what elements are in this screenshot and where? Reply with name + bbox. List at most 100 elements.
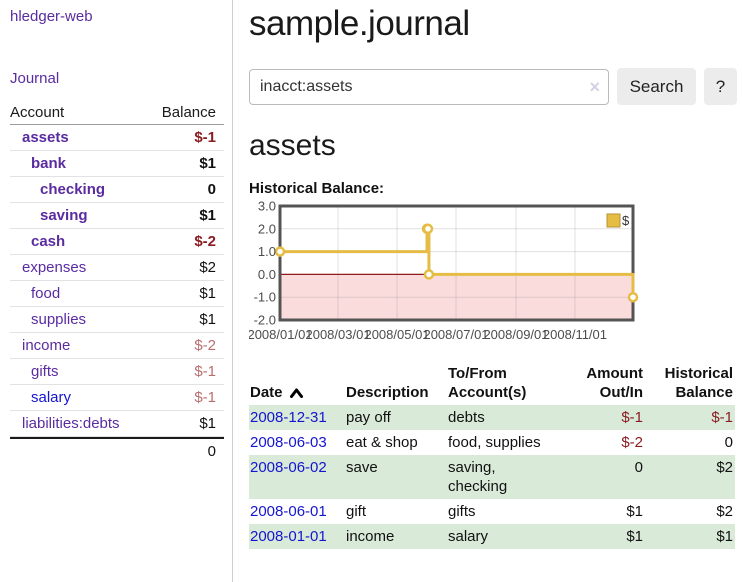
date-column-label: Date — [250, 383, 283, 402]
column-header-amount: Amount Out/In — [557, 362, 645, 405]
account-row: supplies $1 — [10, 307, 224, 333]
account-link-expenses[interactable]: expenses — [10, 258, 86, 277]
svg-text:1.0: 1.0 — [258, 244, 276, 259]
svg-text:2.0: 2.0 — [258, 221, 276, 236]
account-link-cash[interactable]: cash — [10, 232, 65, 251]
accounts-header-account: Account — [10, 104, 64, 121]
transaction-date-link[interactable]: 2008-06-02 — [250, 459, 327, 476]
account-balance: $2 — [199, 258, 216, 277]
hledger-web-app: hledger-web Journal Account Balance asse… — [0, 0, 742, 582]
transaction-accounts: saving, checking — [447, 455, 557, 499]
register-header-row: Date Description To/From Account(s) Amou… — [249, 362, 735, 405]
svg-text:2008/05/01: 2008/05/01 — [364, 327, 429, 342]
accounts-header: Account Balance — [10, 101, 224, 125]
svg-text:3.0: 3.0 — [258, 201, 276, 214]
transaction-description: gift — [345, 499, 447, 524]
account-balance: $-1 — [194, 128, 216, 147]
svg-text:0.0: 0.0 — [258, 267, 276, 282]
transaction-description: save — [345, 455, 447, 499]
transaction-description: pay off — [345, 405, 447, 430]
search-input[interactable] — [249, 69, 609, 105]
svg-text:2008/11/01: 2008/11/01 — [543, 327, 607, 342]
transaction-description: eat & shop — [345, 430, 447, 455]
account-link-saving[interactable]: saving — [10, 206, 88, 225]
account-link-liabilities-debts[interactable]: liabilities:debts — [10, 414, 120, 433]
transaction-accounts: food, supplies — [447, 430, 557, 455]
account-balance: $-2 — [194, 336, 216, 355]
transaction-description: income — [345, 524, 447, 549]
svg-text:$: $ — [622, 213, 630, 228]
transaction-balance: $2 — [645, 499, 735, 524]
account-row: income $-2 — [10, 333, 224, 359]
account-link-income[interactable]: income — [10, 336, 70, 355]
account-balance: $-2 — [194, 232, 216, 251]
register-table: Date Description To/From Account(s) Amou… — [249, 362, 735, 549]
chart-canvas: $3.0 2.0 1.0 0.0 -1.0 -2.02008/01/012008/03/0… — [249, 201, 735, 348]
account-row: saving $1 — [10, 203, 224, 229]
account-row: checking 0 — [10, 177, 224, 203]
account-balance: $-1 — [194, 388, 216, 407]
account-link-food[interactable]: food — [10, 284, 60, 303]
account-balance: $1 — [199, 414, 216, 433]
page-title: sample.journal — [249, 2, 742, 46]
register-row: 2008-12-31 pay off debts $-1 $-1 — [249, 405, 735, 430]
svg-text:-2.0: -2.0 — [254, 313, 276, 328]
transaction-date-link[interactable]: 2008-06-01 — [250, 503, 327, 520]
account-balance: $1 — [199, 154, 216, 173]
account-balance: $1 — [199, 284, 216, 303]
column-header-date[interactable]: Date — [249, 362, 345, 405]
account-link-assets[interactable]: assets — [10, 128, 69, 147]
transaction-amount: $1 — [557, 499, 645, 524]
account-link-gifts[interactable]: gifts — [10, 362, 59, 381]
account-balance: $-1 — [194, 362, 216, 381]
transaction-date-link[interactable]: 2008-12-31 — [250, 409, 327, 426]
transaction-amount: $-2 — [557, 430, 645, 455]
column-header-description: Description — [345, 362, 447, 405]
column-header-balance: Historical Balance — [645, 362, 735, 405]
register-row: 2008-06-02 save saving, checking 0 $2 — [249, 455, 735, 499]
svg-text:-1.0: -1.0 — [254, 290, 276, 305]
account-row: cash $-2 — [10, 229, 224, 255]
brand-link[interactable]: hledger-web — [10, 8, 93, 25]
accounts-total-value: 0 — [208, 442, 216, 461]
accounts-tree: Account Balance assets $-1 bank $1 check… — [10, 101, 224, 464]
account-link-salary[interactable]: salary — [10, 388, 71, 407]
register-row: 2008-01-01 income salary $1 $1 — [249, 524, 735, 549]
account-row: liabilities:debts $1 — [10, 411, 224, 437]
account-balance: 0 — [208, 180, 216, 199]
transaction-amount: 0 — [557, 455, 645, 499]
transaction-balance: $2 — [645, 455, 735, 499]
transaction-amount: $-1 — [557, 405, 645, 430]
transaction-balance: 0 — [645, 430, 735, 455]
sidebar-item-journal[interactable]: Journal — [10, 70, 59, 87]
transaction-date-link[interactable]: 2008-06-03 — [250, 434, 327, 451]
account-row: gifts $-1 — [10, 359, 224, 385]
account-row: salary $-1 — [10, 385, 224, 411]
account-row: bank $1 — [10, 151, 224, 177]
column-header-accounts: To/From Account(s) — [447, 362, 557, 405]
svg-text:2008/09/01: 2008/09/01 — [483, 327, 548, 342]
account-link-checking[interactable]: checking — [10, 180, 105, 199]
sort-ascending-icon — [290, 388, 303, 398]
clear-search-icon[interactable]: × — [589, 76, 600, 98]
account-heading: assets — [249, 129, 742, 163]
account-link-supplies[interactable]: supplies — [10, 310, 86, 329]
account-link-bank[interactable]: bank — [10, 154, 66, 173]
register-row: 2008-06-01 gift gifts $1 $2 — [249, 499, 735, 524]
search-button[interactable]: Search — [617, 68, 696, 105]
transaction-accounts: gifts — [447, 499, 557, 524]
sidebar: hledger-web Journal Account Balance asse… — [0, 0, 233, 582]
search-form: × Search ? — [249, 68, 742, 105]
account-balance: $1 — [199, 310, 216, 329]
accounts-total-row: 0 — [10, 437, 224, 464]
transaction-date-link[interactable]: 2008-01-01 — [250, 528, 327, 545]
register-row: 2008-06-03 eat & shop food, supplies $-2… — [249, 430, 735, 455]
transaction-amount: $1 — [557, 524, 645, 549]
account-row: food $1 — [10, 281, 224, 307]
historical-balance-chart: $3.0 2.0 1.0 0.0 -1.0 -2.02008/01/012008/03/0… — [249, 201, 742, 348]
svg-text:2008/03/01: 2008/03/01 — [305, 327, 370, 342]
account-balance: $1 — [199, 206, 216, 225]
transaction-balance: $1 — [645, 524, 735, 549]
svg-text:2008/01/01: 2008/01/01 — [249, 327, 313, 342]
help-button[interactable]: ? — [704, 68, 737, 105]
